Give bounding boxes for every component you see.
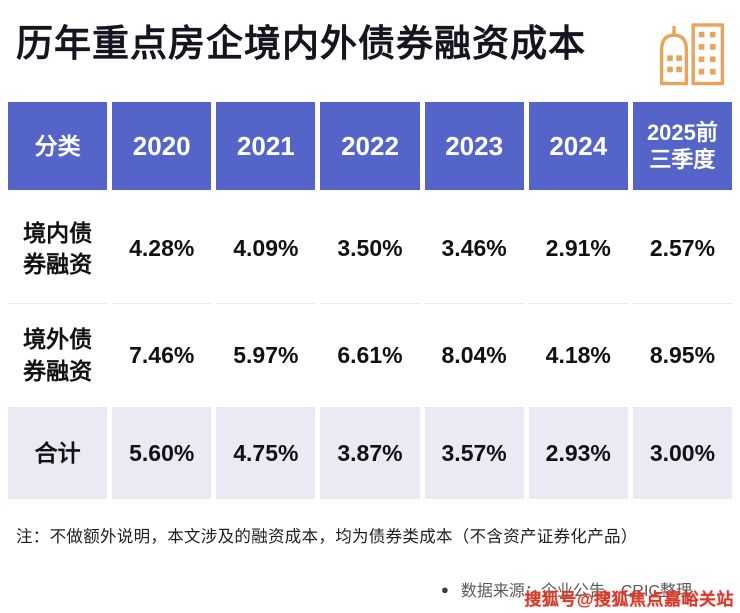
value-cell: 4.28%: [112, 195, 212, 303]
data-source-line: ● 数据来源：企业公告、CRIC整理: [8, 577, 732, 601]
value-cell: 4.09%: [216, 195, 316, 303]
building-icon: [656, 16, 728, 88]
footnote: 注：不做额外说明，本文涉及的融资成本，均为债券类成本（不含资产证券化产品）: [16, 528, 638, 546]
header-bar: 历年重点房企境内外债券融资成本: [8, 14, 732, 96]
column-header-2020: 2020: [112, 102, 212, 190]
value-cell: 2.93%: [528, 407, 628, 499]
page-title: 历年重点房企境内外债券融资成本: [16, 23, 586, 64]
column-header-2024: 2024: [528, 102, 628, 190]
column-header-2021: 2021: [216, 102, 316, 190]
watermark-text: 搜狐号@搜狐焦点嘉峪关站: [524, 590, 734, 609]
value-cell: 3.00%: [632, 407, 732, 499]
value-cell: 3.50%: [320, 195, 420, 303]
column-header-2025q3: 2025前三季度: [632, 102, 732, 190]
value-cell: 4.75%: [216, 407, 316, 499]
value-cell: 8.95%: [632, 303, 732, 407]
value-cell: 3.46%: [424, 195, 524, 303]
row-label-domestic: 境内债券融资: [8, 195, 108, 303]
row-label-total: 合计: [8, 407, 108, 499]
value-cell: 6.61%: [320, 303, 420, 407]
value-cell: 3.87%: [320, 407, 420, 499]
column-header-2022: 2022: [320, 102, 420, 190]
table-body: 境内债券融资 4.28% 4.09% 3.50% 3.46% 2.91% 2.5…: [8, 195, 732, 499]
value-cell: 2.57%: [632, 195, 732, 303]
value-cell: 7.46%: [112, 303, 212, 407]
bullet-icon: ●: [441, 581, 449, 597]
value-cell: 8.04%: [424, 303, 524, 407]
value-cell: 5.97%: [216, 303, 316, 407]
row-label-offshore: 境外债券融资: [8, 303, 108, 407]
value-cell: 3.57%: [424, 407, 524, 499]
value-cell: 2.91%: [528, 195, 628, 303]
data-table: 分类 2020 2021 2022 2023 2024 2025前三季度 境内债…: [8, 102, 732, 499]
value-cell: 5.60%: [112, 407, 212, 499]
column-header-2023: 2023: [424, 102, 524, 190]
table-header-row: 分类 2020 2021 2022 2023 2024 2025前三季度: [8, 102, 732, 190]
data-source-text: 数据来源：企业公告、CRIC整理: [460, 583, 692, 600]
column-header-category: 分类: [8, 102, 108, 190]
value-cell: 4.18%: [528, 303, 628, 407]
